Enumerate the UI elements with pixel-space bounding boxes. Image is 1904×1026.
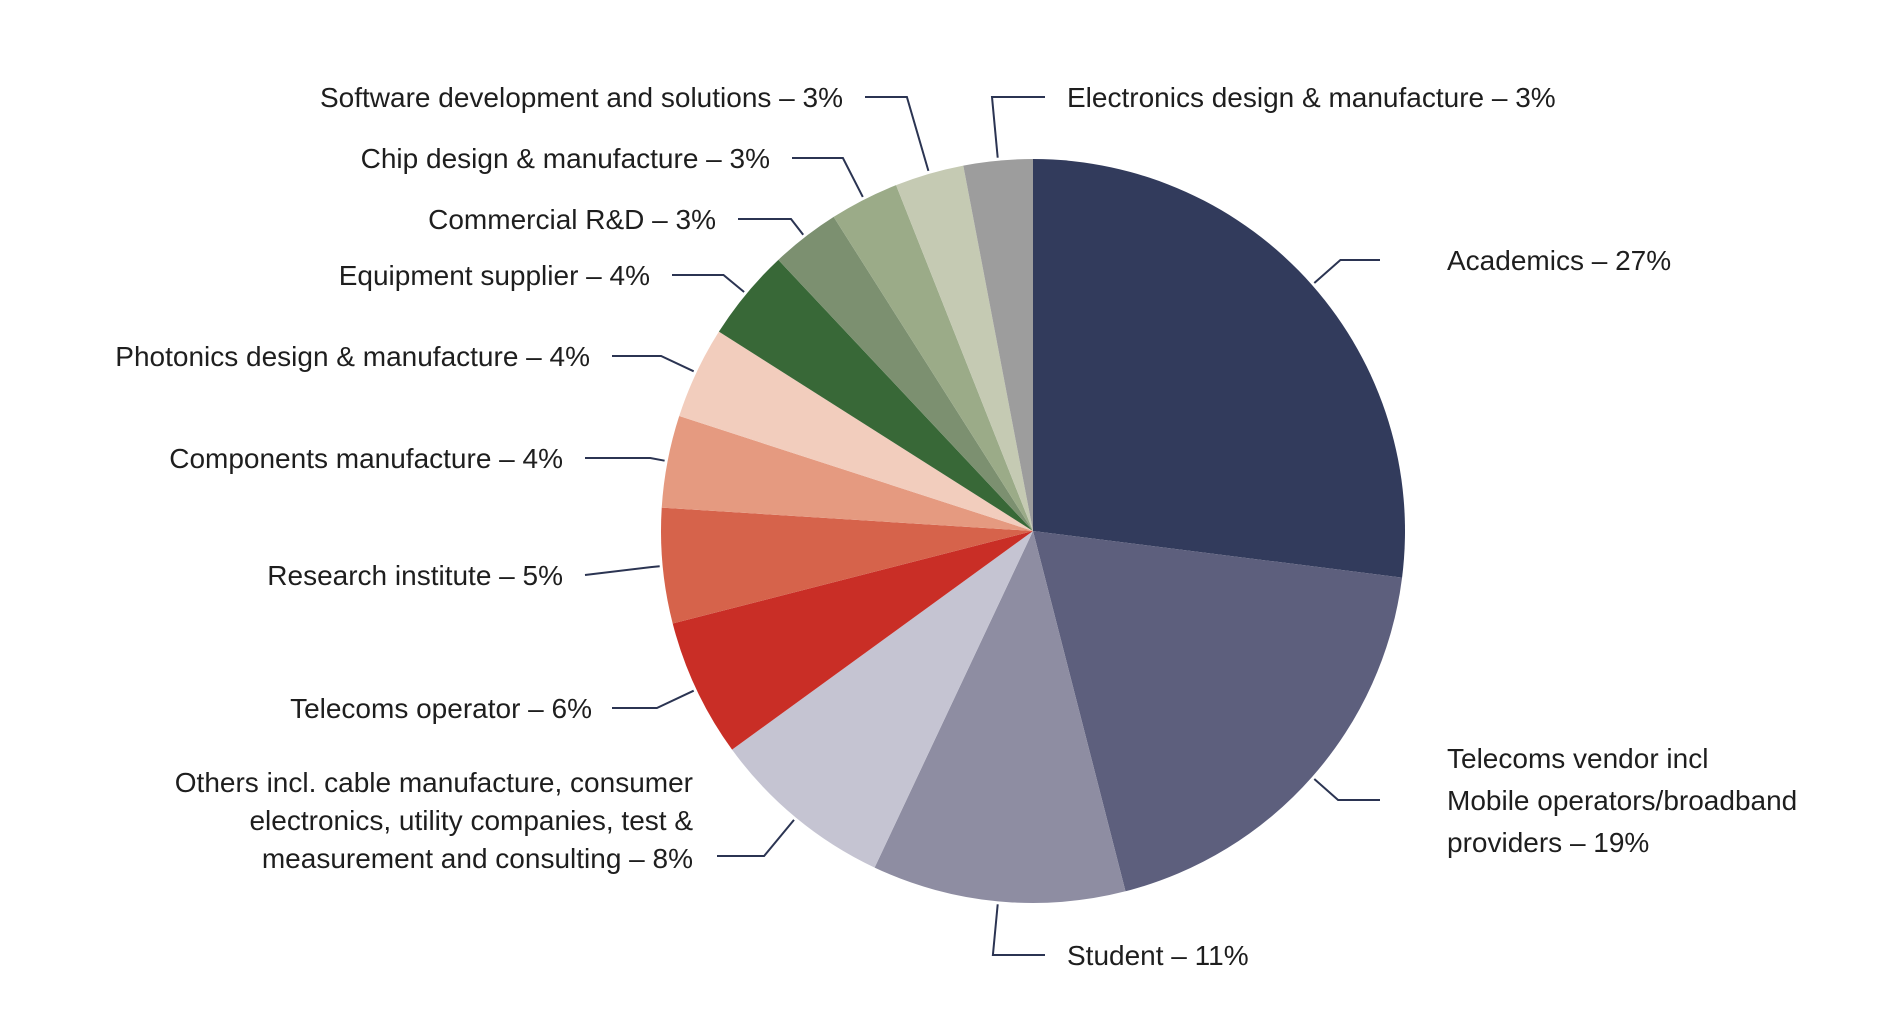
leader-line-11	[792, 157, 864, 198]
leader-line-8	[612, 355, 695, 373]
leader-lines	[584, 96, 1380, 956]
slice-label-2: Telecoms vendor incl Mobile operators/bro…	[1447, 743, 1797, 858]
slice-label-12: Software development and solutions – 3%	[320, 82, 843, 113]
slice-labels: Academics – 27% Telecoms vendor incl Mobil…	[115, 82, 1797, 971]
pie-slice-11	[833, 185, 1033, 531]
slice-label-line: Research institute – 5%	[267, 560, 563, 591]
leader-line-10	[738, 218, 804, 236]
pie-slice-2	[1033, 531, 1403, 892]
slice-label-line: Chip design & manufacture – 3%	[361, 143, 770, 174]
slice-label-line: Electronics design & manufacture – 3%	[1067, 82, 1556, 113]
slice-label-3: Student – 11%	[1067, 940, 1249, 971]
leader-line-9	[672, 274, 745, 293]
leader-line-3	[991, 904, 1045, 956]
pie-slice-13	[963, 159, 1033, 531]
slice-label-line: Telecoms operator – 6%	[290, 693, 592, 724]
pie-slice-7	[661, 416, 1033, 531]
slice-label-line: Student – 11%	[1067, 940, 1249, 971]
pie-slices	[660, 159, 1406, 903]
pie-slice-6	[660, 507, 1033, 624]
slice-label-8: Photonics design & manufacture – 4%	[115, 341, 590, 372]
slice-label-line: Equipment supplier – 4%	[339, 260, 650, 291]
slice-label-line: providers – 19%	[1447, 827, 1649, 858]
slice-label-4: Others incl. cable manufacture, consumer…	[175, 767, 694, 874]
slice-label-9: Equipment supplier – 4%	[339, 260, 650, 291]
leader-line-7	[585, 457, 665, 462]
leader-line-6	[584, 565, 660, 576]
slice-label-1: Academics – 27%	[1447, 245, 1671, 276]
slice-label-line: Mobile operators/broadband	[1447, 785, 1797, 816]
pie-slice-4	[732, 531, 1033, 868]
slice-label-line: Software development and solutions – 3%	[320, 82, 843, 113]
slice-label-line: Academics – 27%	[1447, 245, 1671, 276]
slice-label-line: Components manufacture – 4%	[169, 443, 563, 474]
pie-slice-8	[679, 331, 1033, 531]
pie-slice-5	[672, 531, 1033, 750]
leader-line-5	[612, 689, 695, 709]
slice-label-line: Photonics design & manufacture – 4%	[115, 341, 590, 372]
slice-label-line: electronics, utility companies, test &	[249, 805, 693, 836]
pie-slice-10	[778, 216, 1033, 531]
leader-line-12	[865, 96, 930, 172]
slice-label-6: Research institute – 5%	[267, 560, 563, 591]
leader-line-1	[1313, 259, 1380, 284]
leader-line-4	[717, 819, 795, 857]
leader-line-2	[1313, 778, 1380, 801]
pie-slice-9	[718, 259, 1033, 531]
leader-line-13	[990, 96, 1045, 158]
pie-slice-12	[896, 165, 1033, 531]
slice-label-line: Commercial R&D – 3%	[428, 204, 716, 235]
pie-slice-3	[874, 531, 1126, 903]
slice-label-5: Telecoms operator – 6%	[290, 693, 592, 724]
slice-label-10: Commercial R&D – 3%	[428, 204, 716, 235]
pie-slice-1	[1033, 159, 1406, 578]
slice-label-line: measurement and consulting – 8%	[262, 843, 693, 874]
slice-label-13: Electronics design & manufacture – 3%	[1067, 82, 1556, 113]
slice-label-line: Telecoms vendor incl	[1447, 743, 1708, 774]
slice-label-11: Chip design & manufacture – 3%	[361, 143, 770, 174]
slice-label-7: Components manufacture – 4%	[169, 443, 563, 474]
slice-label-line: Others incl. cable manufacture, consumer	[175, 767, 693, 798]
